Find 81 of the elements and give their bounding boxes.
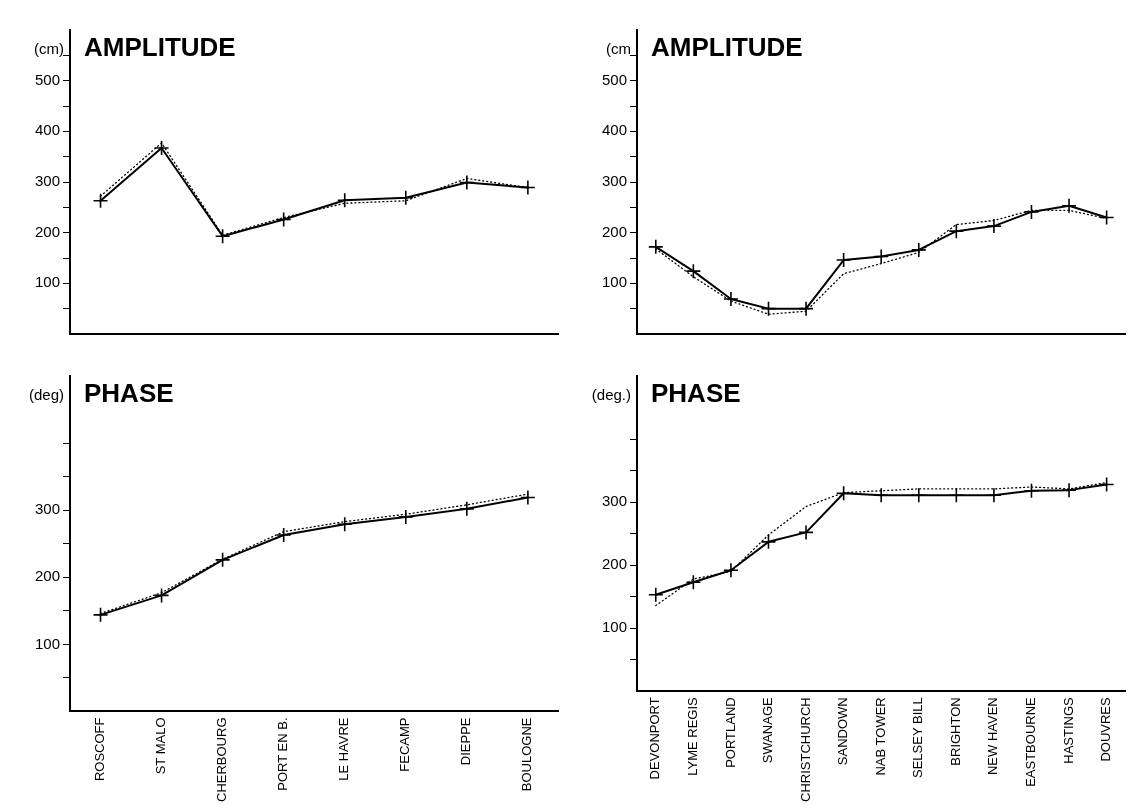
x-tick-label: CHRISTCHURCH [797, 697, 813, 802]
x-tick-label: LYME REGIS [684, 696, 700, 776]
point [1061, 482, 1077, 498]
y-tick-label: 300 [34, 172, 60, 190]
point [647, 239, 664, 255]
y-tick-label: 100 [34, 273, 60, 291]
x-tick-label: FECAMP [397, 717, 413, 772]
y-tick-label: 200 [34, 222, 60, 240]
y-tick-label: 300 [601, 172, 627, 190]
x-tick-label: SANDOWN [835, 697, 851, 766]
y-tick-label: 100 [601, 273, 627, 291]
point [459, 501, 475, 517]
chart-title: AMPLITUDE [651, 32, 803, 63]
point [520, 179, 536, 196]
point [910, 242, 927, 258]
x-tick-label: DIEPPE [458, 717, 474, 766]
x-tick-label: PORTLAND [722, 697, 738, 768]
point [798, 300, 814, 317]
point [520, 489, 536, 506]
x-tick-label: ST MALO [153, 717, 169, 775]
y-tick-label: 500 [601, 70, 627, 88]
x-tick-label: EASTBOURNE [1023, 696, 1039, 787]
point [798, 524, 814, 541]
y-tick-label: 200 [34, 567, 60, 585]
point [760, 300, 777, 317]
point [153, 140, 170, 156]
y-axis-title: (deg.) [591, 385, 631, 403]
point [647, 587, 664, 603]
point [835, 252, 852, 268]
x-tick-label: LE HAVRE [336, 717, 352, 781]
y-tick-label: 400 [34, 121, 60, 139]
chart-title: PHASE [84, 378, 174, 409]
point [685, 263, 702, 279]
y-tick-label: 200 [601, 222, 627, 240]
x-tick-label: SELSEY BILL [910, 697, 926, 778]
point [948, 487, 965, 503]
point [153, 587, 170, 604]
y-tick-label: 100 [601, 618, 627, 636]
point [835, 485, 852, 502]
x-tick-label: DEVONPORT [647, 697, 663, 780]
point [214, 552, 231, 568]
point [723, 562, 739, 579]
point [275, 211, 292, 228]
x-tick-label: NAB TOWER [872, 697, 888, 776]
y-tick-label: 100 [34, 634, 60, 652]
point [1098, 476, 1115, 493]
point [275, 527, 292, 543]
y-tick-label: 400 [601, 121, 627, 139]
y-tick-label: 300 [34, 500, 60, 518]
x-tick-label: SWANAGE [760, 696, 776, 764]
point [92, 192, 109, 209]
point [948, 223, 965, 239]
point [685, 574, 702, 590]
y-tick-label: 200 [601, 555, 627, 573]
y-axis-title: (cm) [34, 39, 64, 57]
point [1023, 204, 1040, 220]
point [986, 218, 1002, 234]
point [760, 534, 777, 550]
x-tick-label: DOUVRES [1098, 696, 1114, 762]
x-tick-label: HASTINGS [1060, 696, 1076, 764]
x-tick-label: ROSCOFF [92, 717, 108, 782]
point [1098, 209, 1115, 226]
y-tick-label: 300 [601, 492, 627, 510]
chart-title: AMPLITUDE [84, 32, 236, 63]
x-tick-label: NEW HAVEN [985, 697, 1001, 776]
x-tick-label: BRIGHTON [947, 697, 963, 766]
point [92, 607, 109, 623]
x-tick-label: CHERBOURG [214, 717, 230, 803]
y-axis-title: (cm [606, 39, 631, 57]
y-axis-title: (deg) [28, 385, 64, 403]
point [873, 248, 889, 265]
y-tick-label: 500 [34, 70, 60, 88]
point [214, 228, 231, 245]
point [910, 487, 927, 503]
x-tick-label: BOULOGNE [519, 717, 535, 792]
point [723, 291, 739, 307]
chart-title: PHASE [651, 378, 741, 409]
x-tick-label: PORT EN B. [275, 717, 291, 791]
point [459, 174, 475, 191]
point [1023, 482, 1040, 499]
point [336, 516, 353, 533]
